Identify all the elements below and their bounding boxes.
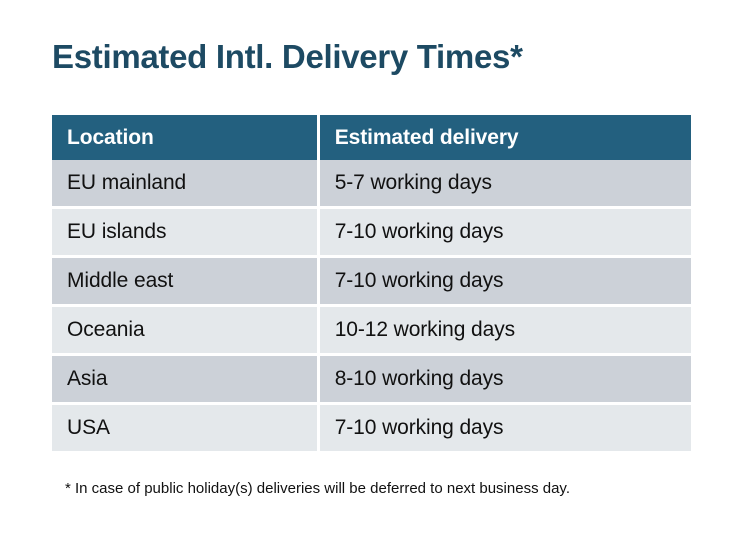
estimated-delivery-table: Location Estimated delivery EU mainland … [52, 115, 691, 451]
table-row: Asia 8-10 working days [52, 356, 691, 402]
column-divider [316, 115, 320, 160]
row-divider [52, 255, 691, 258]
cell-divider [316, 258, 320, 304]
table-header-row: Location Estimated delivery [52, 115, 691, 160]
cell-divider [316, 405, 320, 451]
page-title: Estimated Intl. Delivery Times* [52, 38, 523, 75]
cell-estimated-delivery: 10-12 working days [319, 307, 691, 353]
cell-location: Oceania [52, 307, 317, 353]
cell-location: Asia [52, 356, 317, 402]
cell-location: EU islands [52, 209, 317, 255]
table-header: Location Estimated delivery [52, 115, 691, 160]
cell-estimated-delivery: 7-10 working days [319, 405, 691, 451]
cell-location: USA [52, 405, 317, 451]
table-row: EU mainland 5-7 working days [52, 160, 691, 206]
cell-divider [316, 307, 320, 353]
row-divider [52, 402, 691, 405]
cell-location: EU mainland [52, 160, 317, 206]
cell-divider [316, 160, 320, 206]
row-divider [52, 353, 691, 356]
row-divider [52, 206, 691, 209]
table-row: Middle east 7-10 working days [52, 258, 691, 304]
table-row: Oceania 10-12 working days [52, 307, 691, 353]
cell-estimated-delivery: 7-10 working days [319, 209, 691, 255]
table-row: EU islands 7-10 working days [52, 209, 691, 255]
cell-divider [316, 356, 320, 402]
cell-estimated-delivery: 7-10 working days [319, 258, 691, 304]
row-divider [52, 304, 691, 307]
column-header-estimated-delivery: Estimated delivery [319, 115, 691, 160]
table-body: EU mainland 5-7 working days EU islands … [52, 160, 691, 451]
footnote-text: * In case of public holiday(s) deliverie… [65, 480, 570, 497]
cell-location: Middle east [52, 258, 317, 304]
column-header-location: Location [52, 115, 317, 160]
table-row: USA 7-10 working days [52, 405, 691, 451]
cell-estimated-delivery: 8-10 working days [319, 356, 691, 402]
cell-estimated-delivery: 5-7 working days [319, 160, 691, 206]
cell-divider [316, 209, 320, 255]
